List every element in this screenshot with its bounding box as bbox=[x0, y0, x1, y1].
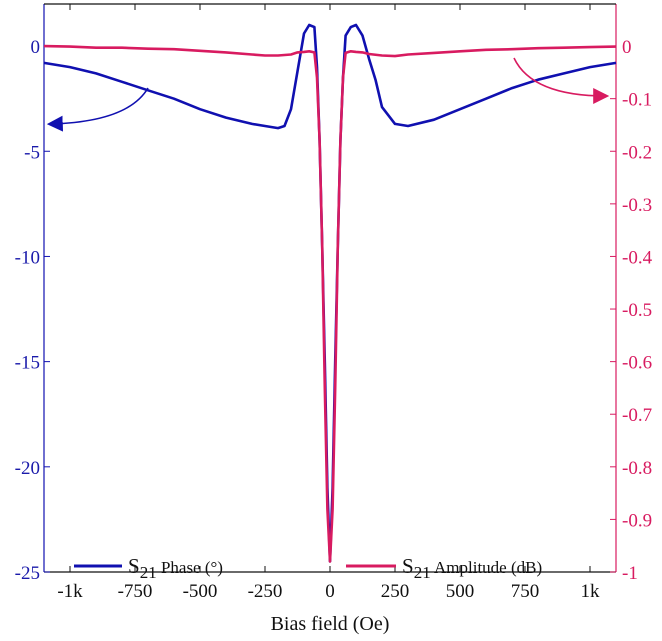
y-right-tick-label: -0.5 bbox=[622, 300, 652, 321]
y-left-tick-label: -25 bbox=[15, 563, 40, 584]
y-left-tick-label: -15 bbox=[15, 353, 40, 374]
y-right-tick-label: -0.4 bbox=[622, 247, 653, 268]
y-right-tick-label: 0 bbox=[622, 37, 632, 58]
y-right-tick-label: -0.1 bbox=[622, 90, 652, 111]
x-tick-label: -500 bbox=[183, 581, 218, 602]
x-tick-label: 750 bbox=[511, 581, 540, 602]
y-right-tick-label: -0.6 bbox=[622, 353, 652, 374]
y-left-tick-label: -5 bbox=[24, 142, 40, 163]
x-tick-label: 250 bbox=[381, 581, 410, 602]
x-tick-label: 500 bbox=[446, 581, 475, 602]
legend: S21 Phase (°) S21 Amplitude (dB) bbox=[74, 554, 542, 582]
x-tick-label: -250 bbox=[248, 581, 283, 602]
y-left-tick-label: -20 bbox=[15, 458, 40, 479]
x-tick-label: 0 bbox=[325, 581, 335, 602]
y-right-tick-label: -0.8 bbox=[622, 458, 652, 479]
legend-label-phase: S21 Phase (°) bbox=[128, 554, 223, 582]
y-right-tick-label: -1 bbox=[622, 563, 638, 584]
y-right-tick-label: -0.2 bbox=[622, 142, 652, 163]
annotation-arrow-amplitude bbox=[513, 57, 610, 104]
y-left-tick-label: -10 bbox=[15, 247, 40, 268]
y-right-tick-label: -0.9 bbox=[622, 510, 652, 531]
annotation-arrow-phase bbox=[46, 87, 149, 132]
y-right-tick-label: -0.3 bbox=[622, 195, 652, 216]
x-tick-label: 1k bbox=[581, 581, 601, 602]
x-tick-label: -1k bbox=[57, 581, 83, 602]
legend-label-amplitude: S21 Amplitude (dB) bbox=[402, 554, 542, 582]
y-right-tick-label: -0.7 bbox=[622, 405, 652, 426]
y-left-tick-label: 0 bbox=[31, 37, 41, 58]
x-axis-label: Bias field (Oe) bbox=[271, 613, 390, 635]
x-tick-label: -750 bbox=[118, 581, 153, 602]
series-line-amplitude bbox=[43, 44, 617, 563]
